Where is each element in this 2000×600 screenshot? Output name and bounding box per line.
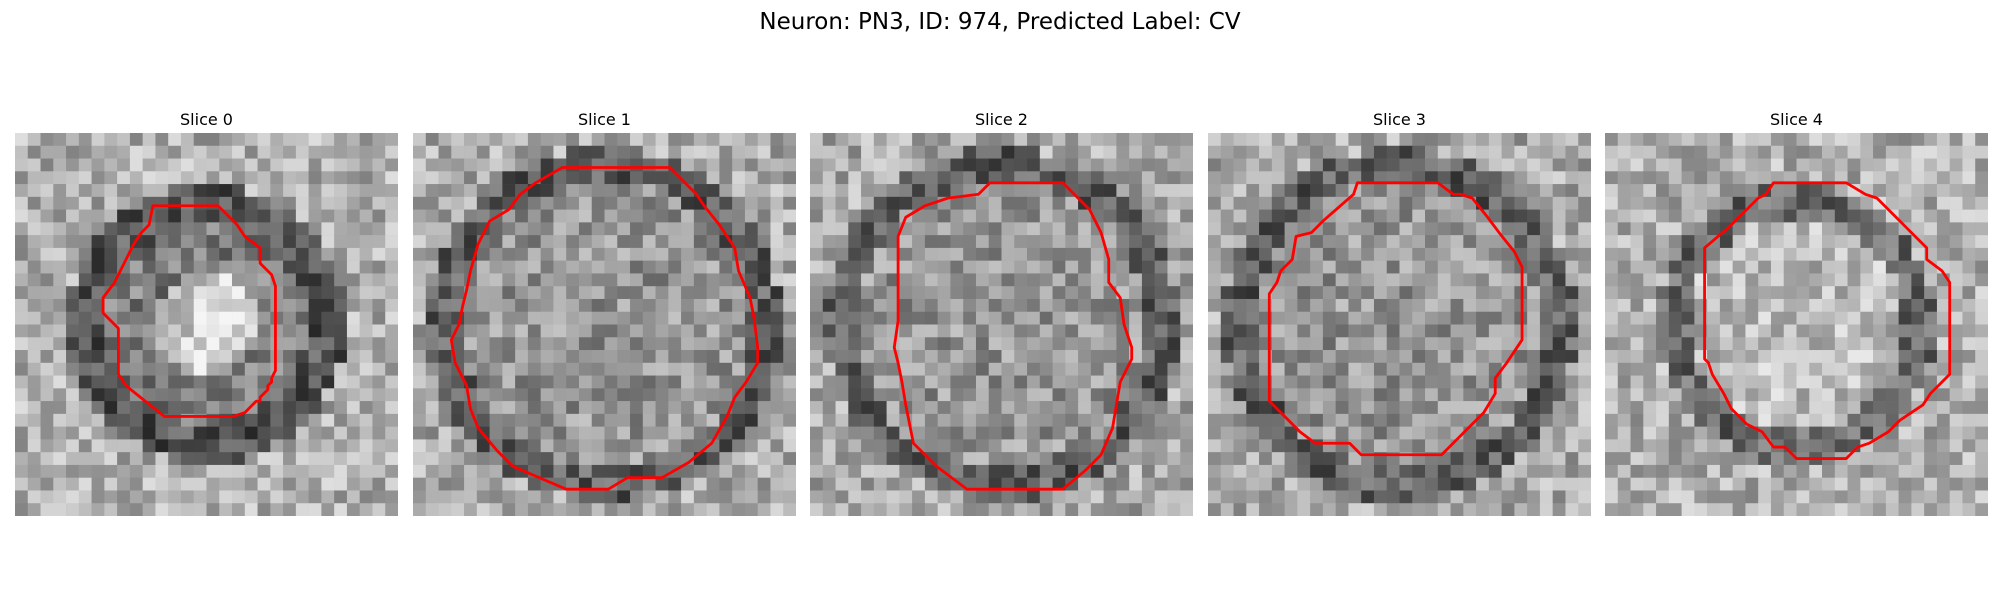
slice-image-2 — [810, 133, 1193, 516]
slice-title-4: Slice 4 — [1770, 110, 1823, 129]
slice-panel-0: Slice 0 — [15, 107, 398, 516]
slice-panel-1: Slice 1 — [413, 107, 796, 516]
contour-outline-2 — [892, 181, 1134, 491]
slice-panel-4: Slice 4 — [1605, 107, 1988, 516]
contour-outline-4 — [1703, 181, 1952, 460]
slice-title-3: Slice 3 — [1373, 110, 1426, 129]
slice-panel-2: Slice 2 — [810, 107, 1193, 516]
figure-title: Neuron: PN3, ID: 974, Predicted Label: C… — [759, 9, 1241, 35]
slice-image-0 — [15, 133, 398, 516]
slice-panel-3: Slice 3 — [1208, 107, 1591, 516]
contour-outline-3 — [1267, 181, 1524, 457]
contour-outline-0 — [101, 204, 277, 418]
slice-title-1: Slice 1 — [578, 110, 631, 129]
contour-outline-1 — [449, 166, 760, 491]
slice-image-1 — [413, 133, 796, 516]
slice-title-0: Slice 0 — [180, 110, 233, 129]
slice-image-3 — [1208, 133, 1591, 516]
slice-image-4 — [1605, 133, 1988, 516]
slice-title-2: Slice 2 — [975, 110, 1028, 129]
